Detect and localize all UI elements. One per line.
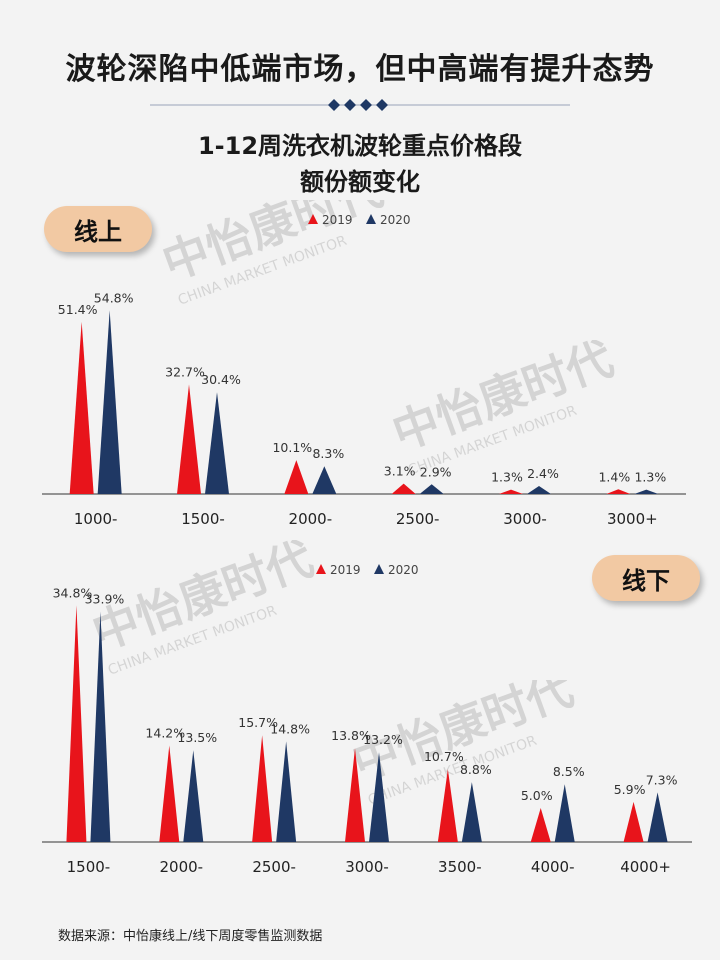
online-badge: 线上 [44,206,152,252]
bar-4000+-2020 [647,792,668,842]
data-source: 数据来源：中怡康线上/线下周度零售监测数据 [58,929,323,944]
category-label-1500-: 1500- [181,510,225,528]
online-chart: 2019 2020 51.4%54.8% 1000- 32.7%30.4% 1500- 10… [42,213,686,528]
bar-1500--2020 [205,392,229,494]
value-label-4000--2020: 8.5% [553,764,585,779]
value-label-3000--2019: 13.8% [331,728,371,743]
bar-1500--2019 [66,605,87,842]
value-label-2000--2019: 14.2% [145,725,185,740]
bar-3500--2020 [461,782,482,842]
legend-label-2019: 2019 [330,563,361,577]
bar-2000--2019 [284,460,309,494]
title-divider [150,99,570,111]
value-label-2500--2020: 14.8% [270,721,310,736]
category-label-2000-: 2000- [159,858,203,876]
bar-3000--2019 [499,489,523,494]
legend-label-2020: 2020 [388,563,419,577]
bar-1500--2019 [177,384,201,494]
offline-chart: 2019 2020 34.8%33.9% 1500- 14.2%13.5% 2000- 15… [42,563,692,876]
chart-title-line2: 额份额变化 [300,168,420,196]
bar-4000--2019 [530,808,551,842]
legend-marker-2020 [374,564,384,574]
value-label-1500--2020: 30.4% [201,372,241,387]
legend-label-2020: 2020 [380,213,411,227]
bar-3000+-2020 [634,489,659,494]
bar-1000--2020 [97,310,122,494]
bar-3000--2019 [345,748,365,842]
value-label-2000--2019: 10.1% [272,440,312,455]
bar-4000--2020 [554,784,575,842]
bar-2500--2020 [276,741,297,842]
value-label-3000--2020: 13.2% [363,732,403,747]
bar-3000--2020 [527,485,551,494]
category-label-1000-: 1000- [74,510,118,528]
value-label-2500--2020: 2.9% [420,464,452,479]
chart-title-line1: 1-12周洗衣机波轮重点价格段 [197,132,523,160]
offline-badge: 线下 [592,555,700,601]
value-label-1500--2020: 33.9% [85,591,125,606]
category-label-1500-: 1500- [67,858,111,876]
category-label-4000+: 4000+ [620,858,671,876]
value-label-1500--2019: 32.7% [165,364,205,379]
bar-2000--2020 [183,750,204,842]
category-label-2500-: 2500- [396,510,440,528]
bar-3500--2019 [437,769,458,842]
bar-2500--2019 [391,483,416,494]
value-label-1000--2020: 54.8% [94,290,134,305]
value-label-3000+-2020: 1.3% [634,470,666,485]
value-label-1000--2019: 51.4% [58,302,98,317]
value-label-1500--2019: 34.8% [53,585,93,600]
bar-2500--2020 [419,484,444,494]
bar-1500--2020 [90,611,111,842]
category-label-3000-: 3000- [503,510,547,528]
legend-marker-2019 [308,214,318,224]
legend: 2019 2020 [316,563,419,577]
value-label-3000+-2019: 1.4% [598,469,630,484]
bar-1000--2019 [69,321,94,494]
value-label-4000+-2020: 7.3% [646,772,678,787]
bar-2000--2019 [159,745,180,842]
bar-2000--2020 [312,466,337,494]
category-label-3000+: 3000+ [607,510,658,528]
value-label-3500--2020: 8.8% [460,762,492,777]
headline: 波轮深陷中低端市场，但中高端有提升态势 [65,52,655,87]
bar-4000+-2019 [623,801,644,842]
value-label-2000--2020: 13.5% [177,730,217,745]
legend-marker-2019 [316,564,326,574]
bar-2500--2019 [252,735,273,842]
bar-3000--2020 [369,752,389,842]
value-label-3000--2019: 1.3% [491,470,523,485]
category-label-3000-: 3000- [345,858,389,876]
value-label-3500--2019: 10.7% [424,749,464,764]
bar-3000+-2019 [606,489,631,494]
legend-marker-2020 [366,214,376,224]
value-label-3000--2020: 2.4% [527,466,559,481]
chart-title: 1-12周洗衣机波轮重点价格段 额份额变化 [0,128,720,200]
category-label-2000-: 2000- [289,510,333,528]
value-label-2500--2019: 15.7% [238,715,278,730]
value-label-4000+-2019: 5.9% [614,782,646,797]
value-label-4000--2019: 5.0% [521,788,553,803]
category-label-2500-: 2500- [252,858,296,876]
category-label-4000-: 4000- [531,858,575,876]
category-label-3500-: 3500- [438,858,482,876]
value-label-2000--2020: 8.3% [312,446,344,461]
legend: 2019 2020 [308,213,411,227]
legend-label-2019: 2019 [322,213,353,227]
value-label-2500--2019: 3.1% [384,464,416,479]
